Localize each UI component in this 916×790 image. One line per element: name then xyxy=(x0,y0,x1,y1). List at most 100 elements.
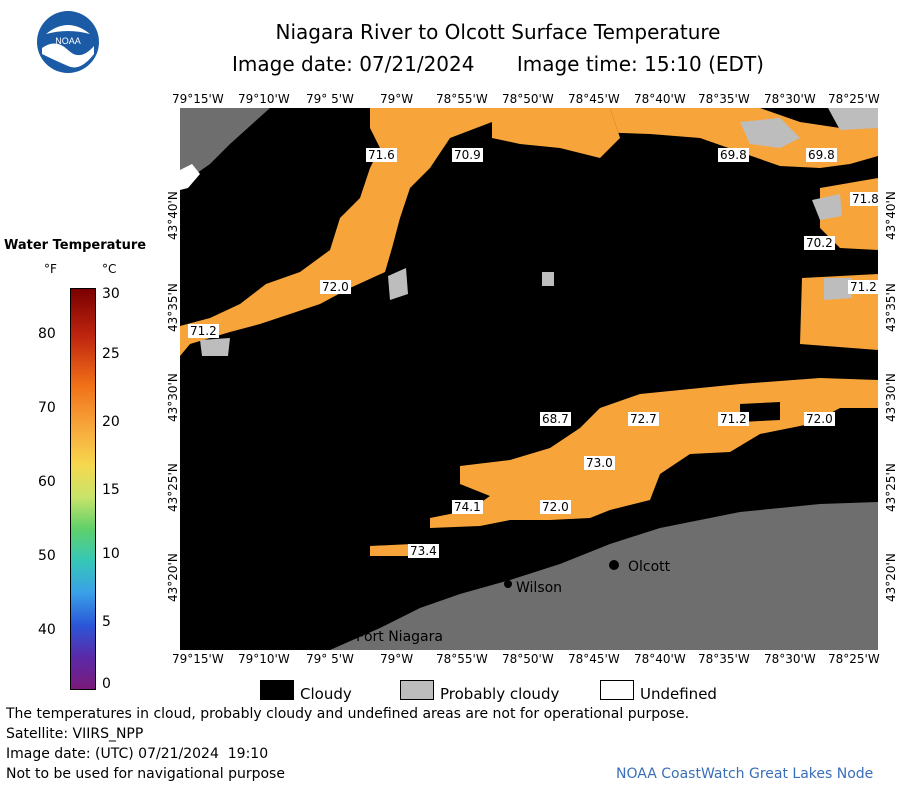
wilson-marker xyxy=(504,580,512,588)
lat-tick-right-3: 43°25'N xyxy=(884,463,898,512)
lon-tick-bottom-9: 78°30'W xyxy=(764,652,816,666)
water-north-shore-east xyxy=(492,108,620,158)
lon-tick-top-6: 78°45'W xyxy=(568,92,620,106)
olcott-marker xyxy=(609,560,619,570)
temp-label: 69.8 xyxy=(806,148,837,162)
water-wilson-patch xyxy=(370,544,412,556)
temp-label: 72.0 xyxy=(540,500,571,514)
undefined-label: Undefined xyxy=(640,685,717,703)
land-south xyxy=(330,502,878,650)
f-tick: 40 xyxy=(38,622,56,638)
f-tick: 70 xyxy=(38,400,56,416)
satellite-info: Satellite: VIIRS_NPP xyxy=(6,726,144,742)
probably-cloudy-label: Probably cloudy xyxy=(440,685,560,703)
probably-cloudy-west xyxy=(200,338,230,356)
lat-tick-left-3: 43°25'N xyxy=(166,463,180,512)
lon-tick-bottom-5: 78°50'W xyxy=(502,652,554,666)
lon-tick-bottom-3: 79°W xyxy=(380,652,414,666)
lon-tick-bottom-6: 78°45'W xyxy=(568,652,620,666)
lat-tick-left-1: 43°35'N xyxy=(166,283,180,332)
undefined-northwest xyxy=(180,164,200,190)
lon-tick-bottom-7: 78°40'W xyxy=(634,652,686,666)
lon-tick-top-10: 78°25'W xyxy=(828,92,880,106)
temp-label: 72.7 xyxy=(628,412,659,426)
lon-tick-top-9: 78°30'W xyxy=(764,92,816,106)
place-wilson: Wilson xyxy=(516,580,563,596)
lat-tick-left-4: 43°20'N xyxy=(166,553,180,602)
temperature-colorbar xyxy=(70,288,96,690)
probably-cloudy-north-2 xyxy=(828,108,878,130)
temp-label: 71.2 xyxy=(718,412,749,426)
lon-tick-bottom-10: 78°25'W xyxy=(828,652,880,666)
noaa-logo: NOAA xyxy=(36,10,100,74)
f-tick: 50 xyxy=(38,548,56,564)
lon-tick-top-7: 78°40'W xyxy=(634,92,686,106)
cloud-hole xyxy=(740,402,780,422)
legend-title: Water Temperature xyxy=(4,238,147,253)
temperature-map xyxy=(180,108,878,650)
lon-tick-top-3: 79°W xyxy=(380,92,414,106)
credit-link[interactable]: NOAA CoastWatch Great Lakes Node xyxy=(616,766,874,782)
c-tick: 30 xyxy=(102,286,120,302)
image-date: Image date: 07/21/2024 xyxy=(232,52,475,76)
lat-tick-right-4: 43°20'N xyxy=(884,553,898,602)
lon-tick-bottom-8: 78°35'W xyxy=(698,652,750,666)
probably-cloudy-east-1 xyxy=(812,194,842,220)
cloudy-swatch xyxy=(260,680,294,700)
logo-text: NOAA xyxy=(55,36,81,46)
land-northwest xyxy=(180,108,270,184)
f-tick: 80 xyxy=(38,326,56,342)
water-north-shore xyxy=(180,108,492,356)
map-title: Niagara River to Olcott Surface Temperat… xyxy=(275,20,721,44)
temp-label: 71.2 xyxy=(188,324,219,338)
lon-tick-top-8: 78°35'W xyxy=(698,92,750,106)
f-tick: 60 xyxy=(38,474,56,490)
unit-fahrenheit: °F xyxy=(44,262,57,276)
navigation-warning: Not to be used for navigational purpose xyxy=(6,766,285,782)
temp-label: 73.0 xyxy=(584,456,615,470)
temp-label: 69.8 xyxy=(718,148,749,162)
probably-cloudy-swatch xyxy=(400,680,434,700)
probably-cloudy-east-2 xyxy=(824,278,852,300)
probably-cloudy-mid xyxy=(542,272,554,286)
c-tick: 0 xyxy=(102,676,111,692)
temp-label: 72.0 xyxy=(804,412,835,426)
temp-label: 74.1 xyxy=(452,500,483,514)
lon-tick-bottom-2: 79° 5'W xyxy=(306,652,354,666)
temp-label: 71.8 xyxy=(850,192,881,206)
temp-label: 71.2 xyxy=(848,280,879,294)
lat-tick-right-2: 43°30'N xyxy=(884,373,898,422)
lon-tick-top-5: 78°50'W xyxy=(502,92,554,106)
lon-tick-top-1: 79°10'W xyxy=(238,92,290,106)
lon-tick-top-2: 79° 5'W xyxy=(306,92,354,106)
temp-label: 70.9 xyxy=(452,148,483,162)
place-olcott: Olcott xyxy=(628,559,671,575)
disclaimer-note: The temperatures in cloud, probably clou… xyxy=(6,706,690,722)
c-tick: 15 xyxy=(102,482,120,498)
lon-tick-top-0: 79°15'W xyxy=(172,92,224,106)
image-time: Image time: 15:10 (EDT) xyxy=(516,52,764,76)
water-south-east xyxy=(790,386,878,408)
c-tick: 5 xyxy=(102,614,111,630)
lon-tick-bottom-1: 79°10'W xyxy=(238,652,290,666)
probably-cloudy-north-1 xyxy=(740,118,800,148)
temp-label: 72.0 xyxy=(320,280,351,294)
c-tick: 20 xyxy=(102,414,120,430)
temp-label: 73.4 xyxy=(408,544,439,558)
c-tick: 25 xyxy=(102,346,120,362)
place-port-niagara: Port Niagara xyxy=(356,629,443,645)
temp-label: 70.2 xyxy=(804,236,835,250)
image-datetime: Image date: 07/21/2024 Image time: 15:10… xyxy=(40,52,916,76)
temp-label: 71.6 xyxy=(366,148,397,162)
cloudy-label: Cloudy xyxy=(300,685,352,703)
probably-cloudy-shore xyxy=(388,268,408,300)
utc-date: Image date: (UTC) 07/21/2024 19:10 xyxy=(6,746,269,762)
undefined-swatch xyxy=(600,680,634,700)
lat-tick-left-2: 43°30'N xyxy=(166,373,180,422)
c-tick: 10 xyxy=(102,546,120,562)
lat-tick-left-0: 43°40'N xyxy=(166,191,180,240)
lon-tick-top-4: 78°55'W xyxy=(436,92,488,106)
lon-tick-bottom-4: 78°55'W xyxy=(436,652,488,666)
unit-celsius: °C xyxy=(102,262,117,276)
temp-label: 68.7 xyxy=(540,412,571,426)
